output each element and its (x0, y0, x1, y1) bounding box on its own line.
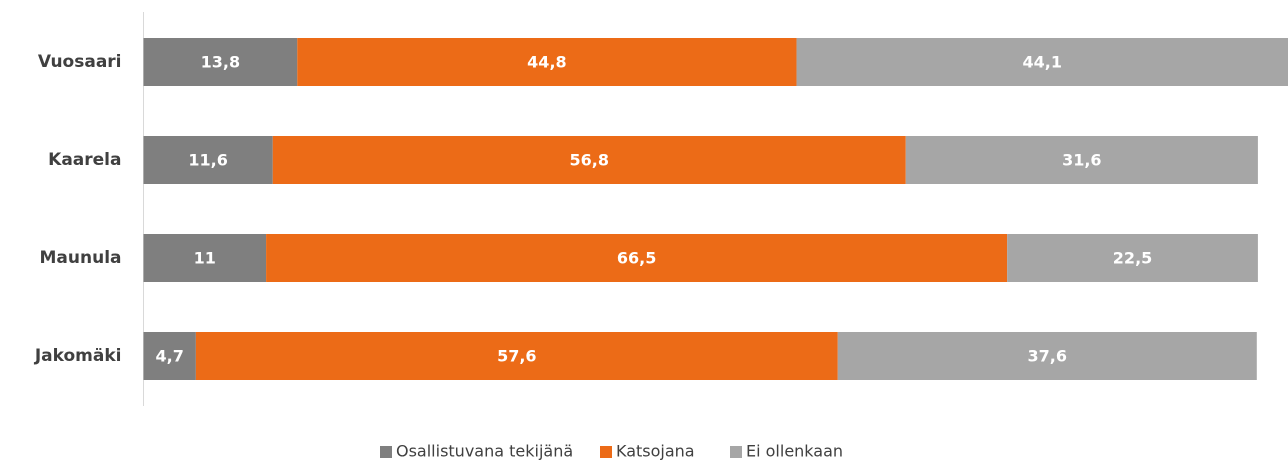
value-label: 13,8 (201, 53, 240, 72)
legend-swatch (730, 446, 742, 458)
legend-swatch (380, 446, 392, 458)
category-label: Jakomäki (34, 346, 122, 366)
legend-label: Ei ollenkaan (746, 442, 843, 461)
bar-segment (143, 234, 267, 282)
value-label: 66,5 (617, 249, 656, 268)
legend-label: Katsojana (616, 442, 695, 461)
category-label: Vuosaari (38, 52, 122, 72)
value-label: 31,6 (1062, 151, 1101, 170)
bar-segment (837, 332, 1257, 380)
value-label: 22,5 (1113, 249, 1152, 268)
bar-segment (195, 332, 838, 380)
value-label: 57,6 (497, 347, 536, 366)
category-label: Maunula (40, 248, 122, 268)
value-label: 56,8 (570, 151, 609, 170)
value-label: 37,6 (1028, 347, 1067, 366)
value-label: 11 (194, 249, 216, 268)
value-label: 4,7 (156, 347, 184, 366)
bar-segment (1007, 234, 1258, 282)
bar-segment (143, 332, 196, 380)
value-label: 44,8 (527, 53, 566, 72)
bar-segment (297, 38, 797, 86)
legend-label: Osallistuvana tekijänä (396, 442, 573, 461)
bar-segment (905, 136, 1258, 184)
bar-segment (796, 38, 1288, 86)
bar-segment (143, 136, 273, 184)
category-label: Kaarela (48, 150, 121, 170)
bar-segment (266, 234, 1008, 282)
value-label: 44,1 (1023, 53, 1062, 72)
value-label: 11,6 (188, 151, 227, 170)
bar-segment (272, 136, 906, 184)
bar-segment (143, 38, 298, 86)
legend-swatch (600, 446, 612, 458)
